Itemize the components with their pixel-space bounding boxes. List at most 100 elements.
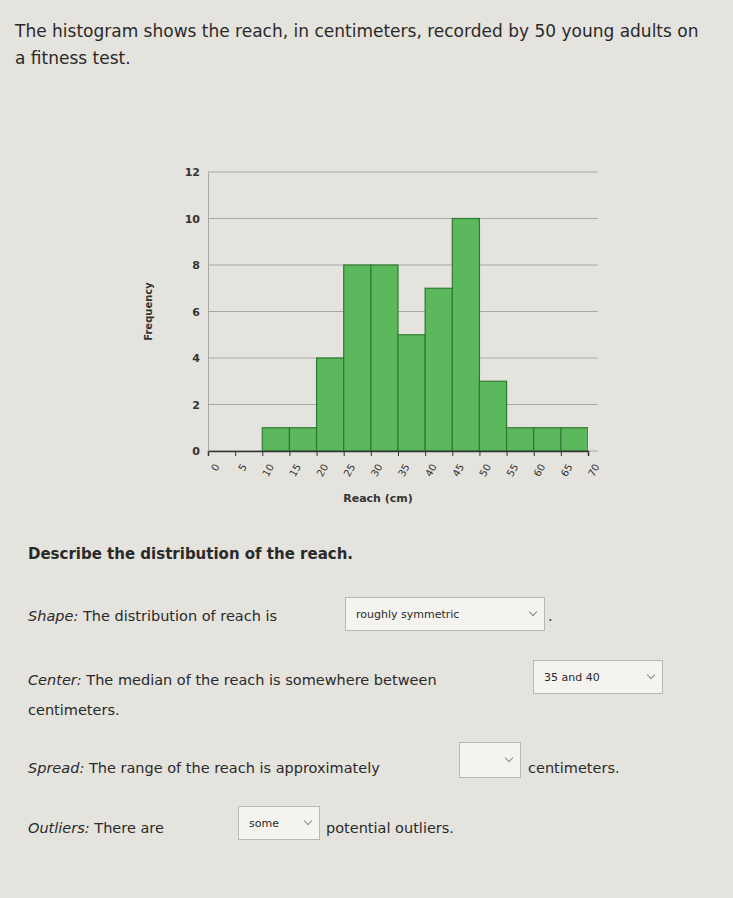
space [82, 672, 87, 688]
grid [208, 172, 598, 451]
question-text: . [548, 608, 553, 624]
y-tick-label: 12 [185, 166, 200, 179]
y-tick: 12 [185, 166, 208, 179]
histogram-bar [561, 428, 588, 451]
question-line: Shape: The distribution of reach is [28, 608, 277, 624]
x-tick-mark [507, 451, 508, 456]
dropdown-arrow [304, 817, 312, 825]
x-tick-label: 5 [236, 462, 249, 473]
x-tick-mark [208, 451, 209, 456]
y-tick: 0 [192, 445, 208, 458]
grid-line [208, 172, 598, 173]
question-text: centimeters. [528, 760, 620, 776]
y-tick-label: 8 [192, 259, 200, 272]
y-tick: 4 [192, 352, 208, 365]
x-tick: 40 [423, 451, 439, 479]
x-tick-label: 35 [396, 462, 412, 479]
y-tick: 8 [192, 259, 208, 272]
y-axis-title: Frequency [143, 282, 154, 341]
question-line: Spread: The range of the reach is approx… [28, 760, 380, 776]
y-tick-label: 10 [185, 213, 201, 226]
histogram-bar [317, 358, 344, 451]
x-axis: 0 5 10 15 20 25 30 35 40 45 50 55 60 65 70 [209, 451, 602, 479]
question-line: Center: The median of the reach is somew… [28, 672, 437, 688]
histogram-bar [344, 265, 371, 451]
x-tick-mark [371, 451, 372, 456]
x-tick-label: 50 [477, 462, 493, 479]
question-text: centimeters. [28, 702, 120, 718]
answer-text: some [249, 817, 279, 830]
answer-text: roughly symmetric [356, 608, 459, 621]
y-axis-line [208, 173, 209, 452]
answer-dropdown[interactable]: some [238, 806, 320, 840]
x-tick-mark [452, 451, 453, 456]
x-tick-mark [479, 451, 480, 456]
y-tick-label: 6 [192, 306, 200, 319]
x-tick-mark [561, 451, 562, 456]
x-tick-label: 15 [287, 462, 303, 479]
question-label: Shape: [28, 608, 78, 624]
x-tick-mark [398, 451, 399, 456]
question-text: The median of the reach is somewhere bet… [86, 672, 436, 688]
question-text: The distribution of reach is [83, 608, 277, 624]
x-tick: 30 [369, 451, 385, 479]
x-tick-label: 60 [532, 462, 548, 479]
x-tick: 0 [209, 451, 222, 473]
histogram-bar [479, 381, 506, 451]
question-label: Spread: [28, 760, 84, 776]
space [84, 760, 89, 776]
intro-text: The histogram shows the reach, in centim… [15, 18, 705, 72]
histogram-bar [507, 428, 534, 451]
x-tick-label: 40 [423, 462, 439, 479]
grid-line [208, 265, 598, 266]
answer-dropdown[interactable] [459, 742, 521, 778]
x-tick-label: 25 [342, 462, 358, 479]
x-tick: 45 [450, 451, 466, 479]
x-tick: 5 [236, 451, 249, 473]
question-label: Outliers: [28, 820, 90, 836]
y-axis: 0 2 4 6 8 10 12 [185, 166, 209, 458]
grid-line [208, 311, 598, 312]
answer-text: 35 and 40 [544, 671, 600, 684]
x-tick: 15 [287, 451, 303, 479]
histogram-bar [452, 219, 479, 452]
x-axis-title: Reach (cm) [343, 492, 413, 505]
question-line: Outliers: There are [28, 820, 164, 836]
x-tick-mark [289, 451, 290, 456]
x-tick-mark [344, 451, 345, 456]
x-tick-label: 45 [450, 462, 466, 479]
x-tick-label: 70 [586, 462, 602, 479]
prompt-text: Describe the distribution of the reach. [28, 545, 353, 563]
question-text: The range of the reach is approximately [89, 760, 380, 776]
space [78, 608, 83, 624]
x-tick-label: 55 [504, 462, 520, 479]
y-tick: 2 [192, 399, 208, 412]
histogram-bar [534, 428, 561, 451]
histogram-bar [262, 428, 289, 451]
histogram-bar [289, 428, 316, 451]
x-tick-label: 20 [314, 462, 330, 479]
x-tick: 50 [477, 451, 493, 479]
question-label: Center: [28, 672, 82, 688]
histogram-bar [425, 288, 452, 451]
x-tick: 60 [532, 451, 548, 479]
dropdown-arrow [647, 671, 655, 679]
x-tick-label: 65 [559, 462, 575, 479]
x-tick: 10 [260, 451, 276, 479]
x-tick-mark [317, 451, 318, 456]
x-tick: 70 [586, 451, 602, 479]
answer-dropdown[interactable]: 35 and 40 [533, 660, 663, 694]
dropdown-arrow [505, 754, 513, 762]
dropdown-arrow [529, 608, 537, 616]
x-tick-mark [588, 451, 589, 456]
answer-dropdown[interactable]: roughly symmetric [345, 597, 545, 631]
x-tick: 20 [314, 451, 330, 479]
histogram-bar [398, 335, 425, 451]
space [90, 820, 95, 836]
x-tick-mark [425, 451, 426, 456]
x-tick-label: 10 [260, 462, 276, 479]
chart: 0 5 10 15 20 25 30 35 40 45 50 55 60 65 70 0 2 4 6 8 10 12 Rea… [0, 140, 733, 525]
x-axis-line [209, 452, 589, 457]
question-text: There are [94, 820, 164, 836]
x-tick: 35 [396, 451, 412, 479]
